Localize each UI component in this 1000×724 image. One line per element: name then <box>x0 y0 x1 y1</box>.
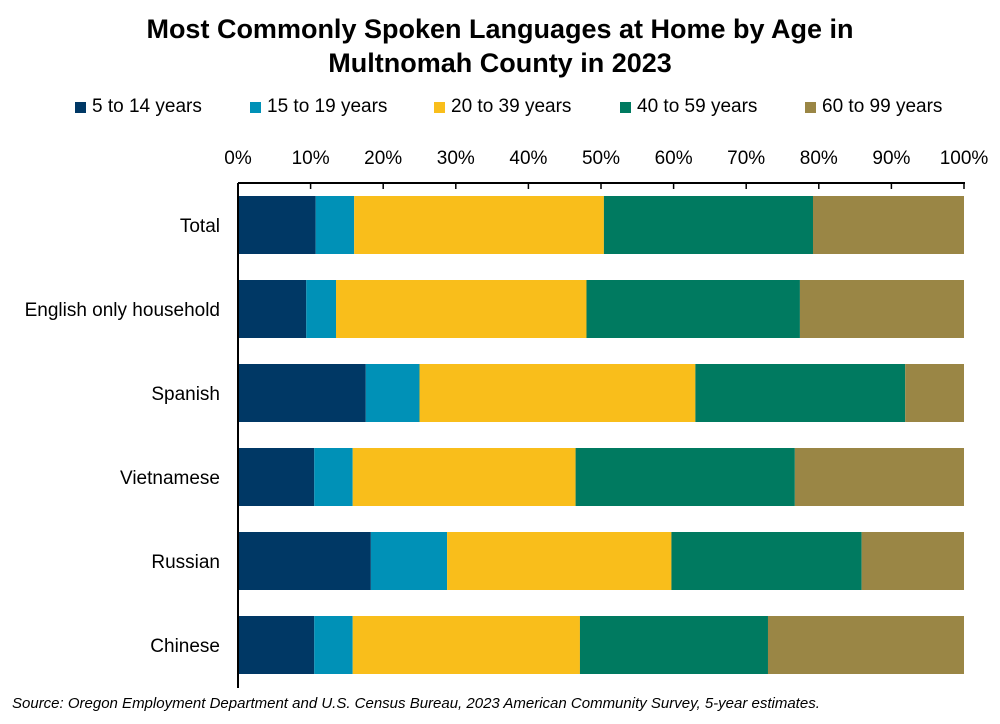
bar-segment <box>695 364 906 422</box>
chart-title: Most Commonly Spoken Languages at Home b… <box>0 12 1000 80</box>
bar-segment <box>352 616 580 674</box>
bar-segment <box>238 196 316 254</box>
legend-label: 40 to 59 years <box>637 96 758 117</box>
x-tick-label: 90% <box>872 148 910 169</box>
bar-segment <box>238 532 371 590</box>
chart-legend: 5 to 14 years 15 to 19 years 20 to 39 ye… <box>0 96 1000 122</box>
bar-segment <box>579 616 768 674</box>
bar-segment <box>671 532 862 590</box>
legend-item-40-59: 40 to 59 years <box>620 96 757 118</box>
bar-segment <box>352 448 576 506</box>
bar-segment <box>812 196 964 254</box>
y-category-label: Russian <box>151 552 220 573</box>
source-note: Source: Oregon Employment Department and… <box>12 695 820 712</box>
chart-title-line-2: Multnomah County in 2023 <box>328 48 672 78</box>
legend-swatch <box>75 101 86 113</box>
x-tick-label: 40% <box>509 148 547 169</box>
x-tick-label: 50% <box>582 148 620 169</box>
legend-swatch <box>805 101 816 113</box>
bar-segment <box>575 448 795 506</box>
bar-segment <box>336 280 587 338</box>
bar-segment <box>238 616 315 674</box>
x-tick-label: 100% <box>940 148 989 169</box>
legend-item-5-14: 5 to 14 years <box>75 96 202 118</box>
x-tick-label: 10% <box>292 148 330 169</box>
legend-label: 5 to 14 years <box>92 96 202 117</box>
y-category-label: Total <box>180 216 220 237</box>
bar-segment <box>315 196 355 254</box>
bar-segment <box>370 532 448 590</box>
bar-segment <box>365 364 420 422</box>
y-category-label: Chinese <box>150 636 220 657</box>
bar-segment <box>586 280 800 338</box>
legend-item-15-19: 15 to 19 years <box>250 96 387 118</box>
legend-item-60-99: 60 to 99 years <box>805 96 942 118</box>
bar-segment <box>238 364 366 422</box>
bar-segment <box>354 196 604 254</box>
bar-segment <box>306 280 337 338</box>
bar-segments <box>238 196 964 674</box>
legend-swatch <box>620 101 631 113</box>
bar-segment <box>794 448 964 506</box>
chart-title-line-1: Most Commonly Spoken Languages at Home b… <box>146 14 854 44</box>
bar-segment <box>314 616 353 674</box>
bar-segment <box>767 616 964 674</box>
y-category-label: Spanish <box>151 384 220 405</box>
legend-item-20-39: 20 to 39 years <box>434 96 571 118</box>
x-tick-label: 20% <box>364 148 402 169</box>
x-tick-label: 80% <box>800 148 838 169</box>
y-category-label: English only household <box>25 300 220 321</box>
legend-label: 20 to 39 years <box>451 96 572 117</box>
x-tick-label: 30% <box>437 148 475 169</box>
bar-segment <box>447 532 672 590</box>
bar-segment <box>905 364 964 422</box>
bar-segment <box>238 448 315 506</box>
bar-segment <box>238 280 307 338</box>
y-category-label: Vietnamese <box>120 468 220 489</box>
x-tick-label: 0% <box>224 148 252 169</box>
bar-segment <box>861 532 964 590</box>
legend-label: 60 to 99 years <box>822 96 943 117</box>
x-tick-label: 60% <box>655 148 693 169</box>
legend-label: 15 to 19 years <box>267 96 388 117</box>
x-axis-ticks: 0% 10% 20% 30% 40% 50% 60% 70% 80% 90% 100% <box>224 148 988 189</box>
legend-swatch <box>434 101 445 113</box>
x-tick-label: 70% <box>727 148 765 169</box>
bar-segment <box>314 448 353 506</box>
legend-swatch <box>250 101 261 113</box>
bar-segment <box>419 364 696 422</box>
bar-segment <box>799 280 964 338</box>
bar-segment <box>603 196 813 254</box>
y-axis-labels: Total English only household Spanish Vietna… <box>25 216 220 657</box>
